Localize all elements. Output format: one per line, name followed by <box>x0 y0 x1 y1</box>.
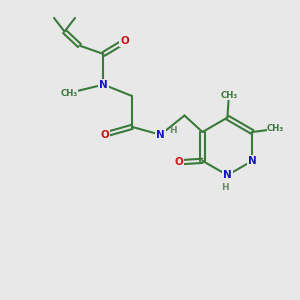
Text: N: N <box>248 156 257 166</box>
Text: CH₃: CH₃ <box>220 91 238 100</box>
Text: CH₃: CH₃ <box>267 124 284 134</box>
Text: N: N <box>223 170 232 180</box>
Text: H: H <box>169 126 177 135</box>
Text: CH₃: CH₃ <box>60 88 78 98</box>
Text: N: N <box>156 130 165 140</box>
Text: O: O <box>175 157 183 167</box>
Text: N: N <box>99 80 108 90</box>
Text: H: H <box>221 183 229 192</box>
Text: O: O <box>100 130 109 140</box>
Text: O: O <box>120 36 129 46</box>
